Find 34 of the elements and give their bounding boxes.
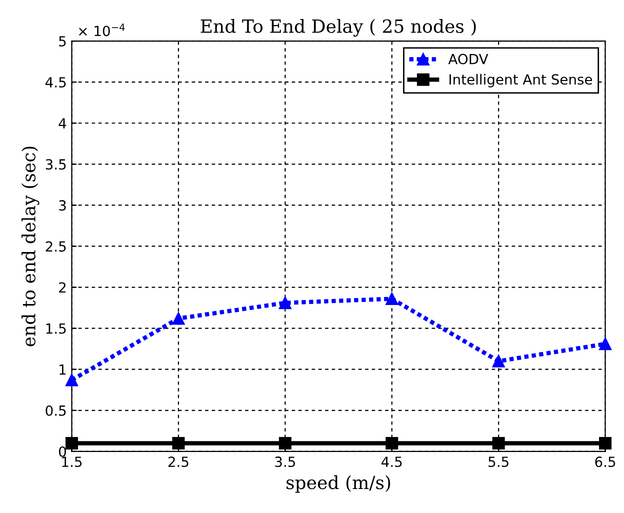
legend-label: Intelligent Ant Sense — [450, 74, 592, 88]
y-tick-label: 5 — [59, 36, 66, 47]
x-tick-label: 6.5 — [595, 456, 616, 468]
point — [492, 354, 505, 368]
y-tick-label: 0.5 — [46, 405, 66, 416]
y-tick-label: 1 — [60, 364, 66, 375]
text: × 10$^{−4}$ — [79, 24, 125, 36]
y-tick-label: 3 — [59, 200, 66, 211]
point — [278, 296, 292, 310]
legend-label: AODV — [448, 54, 488, 64]
point — [599, 338, 612, 350]
y-tick-label: 4 — [58, 118, 66, 128]
y-axis-title: end to end delay (sec) — [22, 146, 40, 346]
y-tick-label: 0 — [58, 446, 66, 457]
point — [599, 436, 612, 450]
x-tick-label: 4.5 — [382, 456, 402, 468]
y-tick-label: 2 — [59, 282, 66, 293]
point — [278, 436, 292, 450]
y-tick-label: 3.5 — [46, 159, 66, 170]
y-tick-label: 1.5 — [46, 323, 66, 334]
point — [386, 436, 398, 450]
x-tick-label: 5.5 — [488, 456, 508, 468]
point — [66, 374, 78, 386]
y-tick-label: 4.5 — [45, 77, 66, 88]
x-tick-label: 3.5 — [275, 456, 295, 468]
point — [172, 312, 185, 325]
x-tick-label: 2.5 — [168, 456, 188, 468]
point — [386, 292, 398, 306]
point — [172, 436, 185, 450]
y-tick-label: 2.5 — [46, 241, 66, 252]
x-axis-title: speed (m/s) — [286, 475, 390, 493]
chart-title: End To End Delay ( 25 nodes ) — [200, 18, 476, 37]
point — [492, 436, 505, 450]
point — [66, 436, 78, 450]
